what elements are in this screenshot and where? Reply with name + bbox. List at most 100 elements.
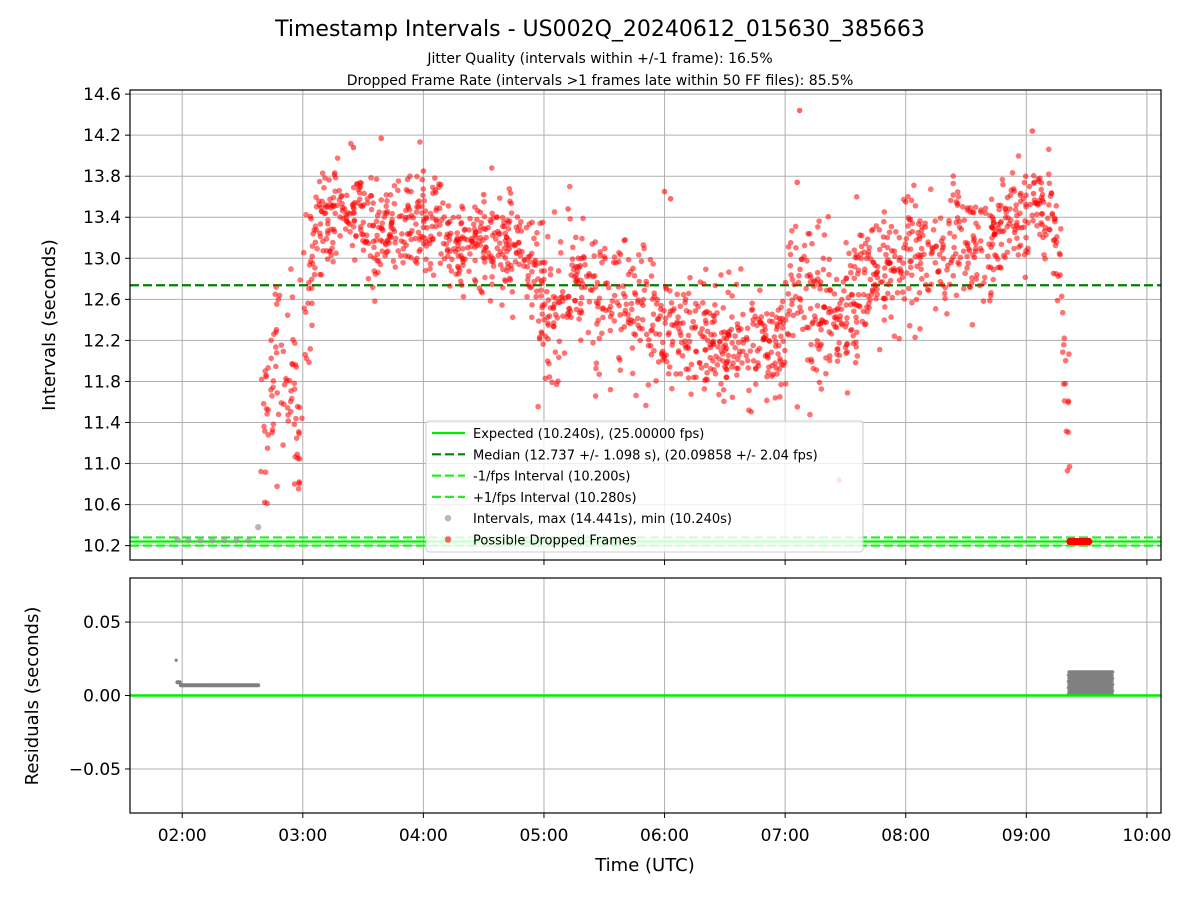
dropped-frame-point: [617, 367, 624, 373]
dropped-frame-point: [551, 301, 558, 307]
dropped-frame-point: [870, 288, 876, 294]
dropped-frame-point: [711, 331, 718, 338]
dropped-frame-point: [1017, 242, 1024, 249]
dropped-frame-point: [703, 362, 709, 369]
dropped-frame-point: [324, 256, 331, 262]
dropped-frame-point: [750, 321, 756, 327]
dropped-frame-point: [622, 237, 629, 243]
dropped-frame-point: [996, 206, 1002, 213]
dropped-frame-point: [531, 278, 537, 285]
dropped-frame-point: [516, 261, 522, 268]
dropped-frame-point: [351, 217, 358, 224]
dropped-frame-point: [669, 322, 675, 328]
dropped-frame-point: [855, 303, 862, 309]
top-y-tick-label: 14.2: [83, 126, 121, 146]
dropped-frame-point: [675, 348, 682, 354]
dropped-frame-point: [995, 202, 1002, 209]
dropped-frame-point: [704, 328, 711, 335]
dropped-frame-point: [663, 358, 670, 365]
dropped-frame-point: [654, 316, 661, 323]
dropped-frame-point: [268, 337, 274, 344]
dropped-frame-point: [918, 245, 925, 252]
dropped-frame-point: [278, 342, 285, 348]
dropped-frame-point: [607, 327, 614, 334]
dropped-frame-point: [366, 222, 373, 229]
dropped-frame-point: [545, 233, 551, 240]
dropped-frame-point: [379, 220, 386, 226]
dropped-frame-point: [932, 218, 939, 224]
dropped-frame-point: [745, 365, 752, 371]
dropped-frame-point: [744, 357, 751, 364]
chart-subtitle-jitter: Jitter Quality (intervals within +/-1 fr…: [426, 51, 772, 67]
dropped-frame-point: [1050, 270, 1057, 277]
dropped-frame-point: [403, 207, 409, 214]
dropped-frame-point: [395, 178, 402, 184]
dropped-frame-point: [1007, 192, 1014, 199]
dropped-frame-point: [636, 278, 643, 285]
dropped-frame-point: [750, 358, 757, 364]
dropped-frame-point: [414, 260, 420, 266]
dropped-frame-point: [359, 203, 366, 210]
dropped-frame-point: [369, 284, 376, 291]
dropped-frame-point: [782, 381, 789, 387]
dropped-frame-point: [989, 224, 995, 230]
dropped-frame-outlier: [902, 199, 909, 205]
dropped-frame-point: [577, 300, 584, 307]
dropped-frame-point: [779, 315, 786, 322]
dropped-frame-point: [882, 304, 888, 310]
dropped-frame-point: [891, 333, 898, 340]
dropped-frame-point: [825, 213, 832, 220]
dropped-frame-point: [349, 242, 356, 249]
dropped-frame-point: [918, 266, 924, 272]
dropped-frame-point: [383, 203, 390, 210]
dropped-frame-point: [569, 244, 576, 251]
dropped-frame-point: [337, 214, 343, 220]
dropped-frame-point: [814, 269, 821, 276]
chart-subtitle-dropped: Dropped Frame Rate (intervals >1 frames …: [347, 73, 854, 89]
dropped-frame-point: [546, 313, 553, 319]
dropped-frame-point: [835, 305, 841, 312]
dropped-frame-point: [432, 189, 439, 196]
dropped-frame-point: [699, 326, 705, 332]
dropped-frame-point: [1034, 222, 1040, 229]
chart-legend: Expected (10.240s), (25.00000 fps) Median…: [425, 420, 864, 553]
dropped-frame-point: [589, 287, 595, 293]
dropped-frame-point: [300, 249, 307, 256]
dropped-frame-point: [477, 234, 484, 241]
dropped-frame-point: [524, 293, 530, 300]
dropped-frame-point: [675, 325, 682, 332]
dropped-frame-point: [574, 279, 580, 286]
dropped-frame-point: [881, 317, 888, 323]
dropped-frame-point: [510, 241, 516, 248]
dropped-frame-point: [440, 200, 446, 206]
dropped-frame-point: [443, 241, 450, 247]
dropped-frame-point: [599, 330, 605, 337]
dropped-frame-point: [889, 247, 895, 254]
dropped-frame-point: [903, 235, 910, 242]
dropped-frame-point: [632, 332, 639, 338]
dropped-frame-point: [414, 173, 420, 180]
residual-point: [174, 658, 178, 662]
dropped-frame-point: [998, 265, 1004, 271]
dropped-frame-point: [953, 199, 960, 205]
dropped-frame-point: [397, 252, 404, 259]
dropped-frame-point: [332, 188, 338, 195]
dropped-frame-point: [641, 287, 648, 293]
dropped-frame-point: [646, 336, 652, 343]
dropped-frame-point: [876, 246, 883, 253]
dropped-frame-point: [729, 293, 735, 299]
dropped-frame-point: [375, 269, 381, 276]
dropped-frame-point: [325, 230, 331, 237]
dropped-frame-point: [446, 263, 453, 270]
dropped-frame-point: [578, 294, 585, 301]
dropped-frame-point: [912, 202, 919, 209]
dropped-frame-point: [417, 139, 423, 145]
dropped-frame-point: [702, 266, 709, 273]
dropped-frame-point: [757, 287, 763, 293]
dropped-frame-point: [559, 293, 565, 300]
dropped-frame-point: [916, 233, 923, 240]
dropped-frame-point: [313, 194, 319, 200]
dropped-frame-point: [701, 386, 708, 392]
dropped-frame-point: [569, 256, 576, 262]
dropped-frame-point: [486, 254, 492, 261]
